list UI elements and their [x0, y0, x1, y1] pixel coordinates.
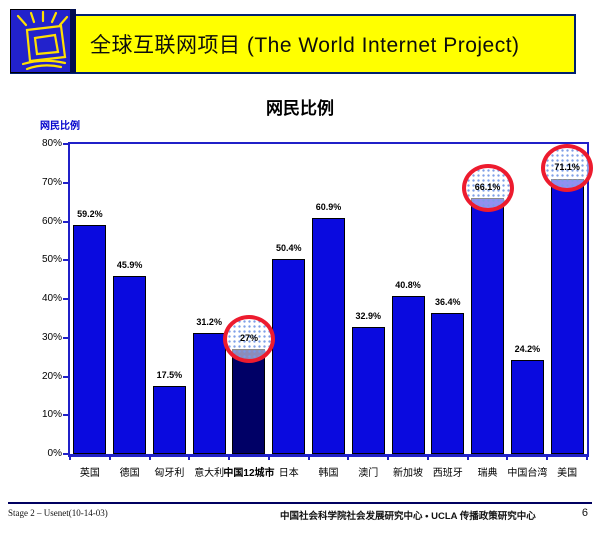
- y-tick-label: 50%: [41, 254, 62, 266]
- computer-monitor-burst-icon: [10, 9, 76, 73]
- x-category-label: 匈牙利: [154, 468, 185, 479]
- y-tick-label: 40%: [41, 293, 62, 304]
- bar-美国: [550, 178, 584, 454]
- y-tick-label: 60%: [41, 215, 62, 227]
- x-category-label: 西班牙: [432, 468, 463, 479]
- highlight-circle: [541, 144, 594, 193]
- footer-divider: [8, 502, 592, 504]
- x-axis-tick: [506, 454, 509, 460]
- y-tick-label: 70%: [41, 176, 62, 188]
- bar-新加坡: [391, 295, 425, 454]
- x-axis-tick: [188, 454, 191, 460]
- y-tick-label: 80%: [41, 138, 62, 149]
- x-axis-tick: [148, 454, 151, 460]
- x-axis-tick: [347, 454, 350, 460]
- footer-institution-text: 中国社会科学院社会发展研究中心 • UCLA 传播政策研究中心: [280, 511, 536, 522]
- y-axis-label: 网民比例: [40, 121, 80, 132]
- footer-stage-text: Stage 2 – Usenet(10-14-03): [8, 508, 108, 518]
- x-category-label: 日本: [278, 468, 299, 479]
- bar-value-label: 45.9%: [116, 260, 143, 271]
- page-number: 6: [581, 507, 588, 519]
- x-axis-tick: [307, 454, 310, 460]
- bar-value-label: 24.2%: [514, 344, 541, 355]
- x-axis-tick: [267, 454, 270, 460]
- x-axis-tick: [228, 454, 231, 460]
- x-category-label: 韩国: [318, 468, 339, 479]
- y-axis-tick: [63, 453, 70, 455]
- bar-value-label: 50.4%: [275, 242, 302, 253]
- x-category-label: 英国: [79, 468, 100, 479]
- bar-瑞典: [471, 197, 505, 454]
- slide-title: 全球互联网项目 (The World Internet Project): [90, 34, 520, 57]
- bar-value-label: 32.9%: [355, 310, 382, 321]
- x-axis-tick: [546, 454, 549, 460]
- y-tick-label: 30%: [41, 331, 62, 343]
- x-category-label: 新加坡: [393, 468, 424, 479]
- bar-匈牙利: [152, 386, 186, 454]
- bar-value-label: 71.1%: [554, 162, 580, 173]
- bar-英国: [73, 224, 107, 454]
- bar-德国: [113, 276, 147, 454]
- y-axis-tick: [63, 220, 70, 223]
- chart-title: 网民比例: [266, 99, 334, 118]
- bar-澳门: [351, 326, 385, 454]
- bar-value-label: 60.9%: [315, 202, 342, 212]
- y-axis-tick: [63, 259, 70, 262]
- y-axis-tick: [63, 143, 70, 145]
- header-banner: 全球互联网项目 (The World Internet Project): [10, 14, 576, 74]
- bar-西班牙: [431, 312, 465, 454]
- bar-value-label: 40.8%: [395, 279, 421, 290]
- bar-value-label: 59.2%: [77, 208, 103, 219]
- highlight-circle: [461, 163, 514, 212]
- y-axis-tick: [63, 181, 70, 184]
- x-axis-tick: [69, 454, 71, 460]
- bar-value-label: 66.1%: [474, 181, 501, 192]
- bar-value-label: 31.2%: [196, 317, 222, 328]
- x-axis-tick: [586, 454, 588, 460]
- x-category-label: 德国: [119, 468, 140, 479]
- x-category-label: 中国12城市: [223, 468, 275, 479]
- bar-value-label: 27%: [239, 333, 258, 344]
- y-axis-tick: [63, 375, 70, 378]
- x-category-label: 澳门: [358, 468, 379, 479]
- y-axis-tick: [63, 298, 70, 300]
- x-category-label: 瑞典: [477, 468, 498, 479]
- x-axis-tick: [426, 454, 429, 460]
- bar-中国台湾: [510, 360, 544, 454]
- y-tick-label: 10%: [41, 409, 62, 421]
- bar-value-label: 17.5%: [156, 370, 183, 381]
- bar-意大利: [192, 333, 226, 454]
- bar-中国12城市: [232, 349, 266, 454]
- y-axis-tick: [63, 414, 70, 417]
- bar-value-label: 36.4%: [435, 296, 461, 307]
- bar-日本: [272, 258, 306, 454]
- x-axis-tick: [387, 454, 390, 460]
- plot-area: 59.2% 英国 45.9% 德国 17.5% 匈牙利 31.2% 意大利 27% 中国12城市 5…: [42, 138, 594, 479]
- bar-韩国: [312, 218, 345, 454]
- x-axis-tick: [466, 454, 469, 460]
- x-category-label: 中国台湾: [507, 468, 548, 479]
- y-tick-label: 0%: [47, 448, 62, 459]
- x-category-label: 意大利: [194, 468, 225, 479]
- x-axis-tick: [108, 454, 111, 460]
- y-axis-tick: [63, 336, 70, 339]
- y-tick-label: 20%: [41, 370, 62, 382]
- highlight-circle: [222, 315, 275, 364]
- x-category-label: 美国: [557, 468, 578, 479]
